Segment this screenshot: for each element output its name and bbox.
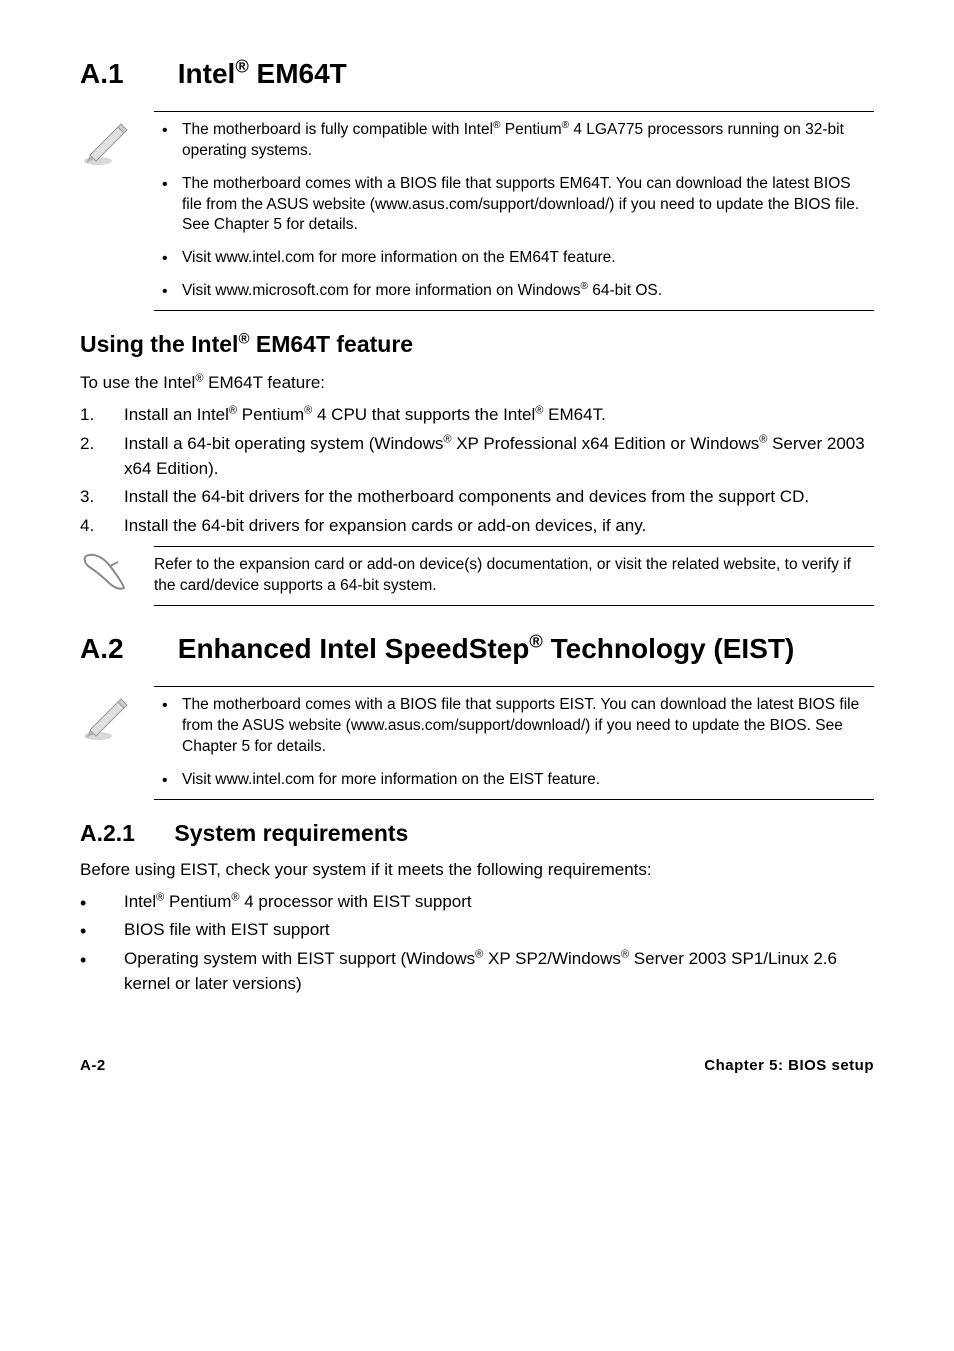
subsection-title: System requirements: [174, 820, 408, 846]
section-number: A.2: [80, 630, 170, 668]
section-heading-a1: A.1 Intel® EM64T: [80, 55, 874, 93]
note-box-2: Refer to the expansion card or add-on de…: [80, 546, 874, 606]
using-intro: To use the Intel® EM64T feature:: [80, 372, 874, 395]
note-list: The motherboard comes with a BIOS file t…: [154, 695, 870, 791]
list-item: Install the 64-bit drivers for the mothe…: [80, 485, 874, 510]
section-number: A.1: [80, 55, 170, 93]
list-item: Visit www.microsoft.com for more informa…: [154, 281, 870, 302]
note-list: The motherboard is fully compatible with…: [154, 120, 870, 302]
section-heading-a2: A.2 Enhanced Intel SpeedStep® Technology…: [80, 630, 874, 668]
list-item: Visit www.intel.com for more information…: [154, 248, 870, 269]
note-content: The motherboard comes with a BIOS file t…: [154, 686, 874, 800]
subsection-number: A.2.1: [80, 818, 168, 849]
list-item: Visit www.intel.com for more information…: [154, 770, 870, 791]
hand-point-icon: [80, 546, 132, 596]
list-item: Install an Intel® Pentium® 4 CPU that su…: [80, 403, 874, 428]
section-title: Enhanced Intel SpeedStep® Technology (EI…: [178, 630, 818, 668]
footer-chapter: Chapter 5: BIOS setup: [704, 1056, 874, 1076]
page-footer: A-2 Chapter 5: BIOS setup: [80, 1056, 874, 1076]
list-item: Operating system with EIST support (Wind…: [80, 947, 874, 996]
note-content: The motherboard is fully compatible with…: [154, 111, 874, 311]
note-box-3: The motherboard comes with a BIOS file t…: [80, 686, 874, 800]
list-item: Intel® Pentium® 4 processor with EIST su…: [80, 890, 874, 915]
note-content: Refer to the expansion card or add-on de…: [154, 546, 874, 606]
subheading-a21: A.2.1 System requirements: [80, 818, 874, 849]
list-item: The motherboard comes with a BIOS file t…: [154, 174, 870, 237]
list-item: Install a 64-bit operating system (Windo…: [80, 432, 874, 481]
list-item: The motherboard is fully compatible with…: [154, 120, 870, 162]
footer-page-number: A-2: [80, 1056, 106, 1076]
req-intro: Before using EIST, check your system if …: [80, 859, 874, 882]
list-item: Install the 64-bit drivers for expansion…: [80, 514, 874, 539]
pencil-note-icon: [80, 686, 132, 742]
note-text: Refer to the expansion card or add-on de…: [154, 556, 851, 594]
using-steps-list: Install an Intel® Pentium® 4 CPU that su…: [80, 403, 874, 538]
req-list: Intel® Pentium® 4 processor with EIST su…: [80, 890, 874, 997]
list-item: The motherboard comes with a BIOS file t…: [154, 695, 870, 758]
subheading-using-em64t: Using the Intel® EM64T feature: [80, 329, 874, 360]
list-item: BIOS file with EIST support: [80, 918, 874, 943]
pencil-note-icon: [80, 111, 132, 167]
note-box-1: The motherboard is fully compatible with…: [80, 111, 874, 311]
section-title: Intel® EM64T: [178, 58, 347, 89]
